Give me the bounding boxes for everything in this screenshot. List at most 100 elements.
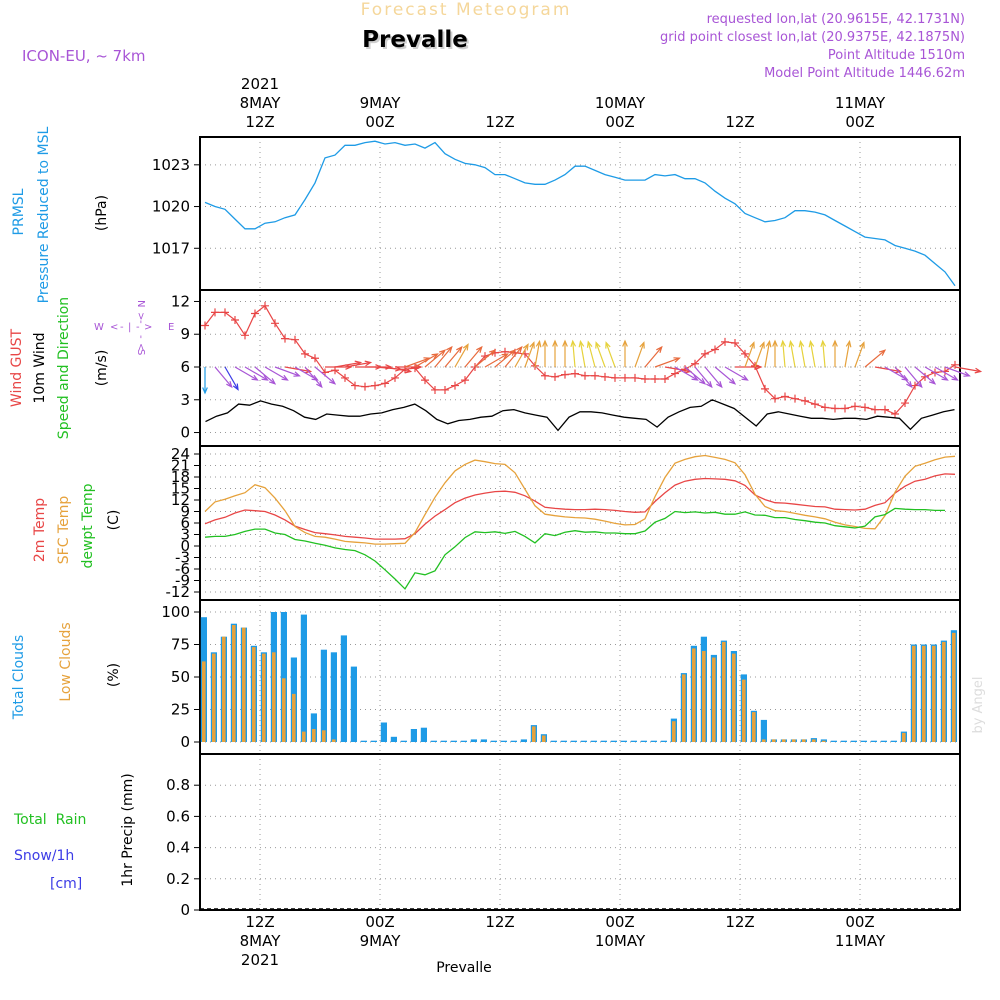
total-cloud-bar [610, 740, 617, 742]
gust-marker [221, 308, 229, 317]
wind-arrow-head [622, 339, 628, 347]
wind-arrow-head [586, 340, 593, 348]
wind-arrow-head [765, 339, 772, 348]
wind-arrow-head [542, 339, 548, 347]
gust-marker [261, 301, 269, 310]
wind-arrow-head [489, 349, 497, 356]
sfc-temp-label: SFC Temp [56, 496, 72, 565]
y-tick-label: 6 [180, 358, 190, 376]
gust-marker [811, 400, 819, 409]
station-title: Prevalle [364, 29, 470, 55]
low-cloud-bar [812, 739, 816, 742]
total-cloud-bar [500, 740, 507, 742]
gust-marker [291, 335, 299, 344]
wind-arrow [214, 366, 233, 388]
total-clouds-label: Total Clouds [11, 635, 27, 720]
gust-marker [781, 392, 789, 401]
wind-arrow [579, 341, 586, 368]
low-cloud-bar [282, 678, 286, 742]
gust-marker [361, 382, 369, 391]
total-cloud-bar [590, 740, 597, 742]
total-cloud-bar [850, 740, 857, 742]
gust-marker [911, 381, 919, 390]
wind-arrow [587, 341, 596, 368]
svg-text:<: < [135, 343, 146, 351]
low-cloud-bar [762, 739, 766, 742]
gust-marker [301, 349, 309, 358]
gust-marker [831, 404, 839, 413]
gust-marker [271, 319, 279, 328]
y-tick-label: 0.2 [166, 870, 190, 888]
y-tick-label: 6 [180, 514, 190, 532]
wind-arrow [572, 341, 576, 368]
low-cloud-bar [752, 712, 756, 742]
wind-arrow-head [462, 343, 469, 351]
wind-arrow-head [578, 339, 585, 348]
top-tick-label: 8MAY [240, 94, 282, 112]
top-tick-label: 12Z [485, 113, 514, 131]
wind-arrow [384, 366, 411, 373]
station-title-front: Prevalle [362, 27, 468, 53]
low-cloud-bar [822, 740, 826, 742]
gust-marker [441, 385, 449, 394]
bottom-tick-label: 12Z [485, 913, 514, 931]
top-tick-label: 2021 [241, 75, 279, 93]
wind-arrow [424, 349, 446, 368]
total-cloud-bar [880, 740, 887, 742]
top-tick-label: 10MAY [595, 94, 646, 112]
top-tick-label: 12Z [725, 113, 754, 131]
svg-text:>: > [135, 312, 146, 320]
wind-arrow [304, 366, 323, 388]
total-cloud-bar [830, 740, 837, 742]
gust-marker [281, 334, 289, 343]
wind-arrow [904, 366, 923, 388]
hpa-unit: (hPa) [94, 195, 110, 231]
dewpt-line [204, 507, 945, 590]
low-cloud-bar [272, 652, 276, 742]
total-cloud-bar [330, 652, 337, 742]
total-cloud-bar [390, 736, 397, 742]
low-cloud-bar [732, 653, 736, 742]
clouds-panel: 0 25 50 75 100 [161, 599, 961, 755]
low-cloud-bar [302, 731, 306, 742]
panels: 101710201023036912-12-9-6-30369121518212… [152, 136, 983, 919]
wind-arrow [744, 342, 755, 368]
wind-arrow-head [535, 339, 542, 348]
wind-arrow-head [798, 339, 805, 348]
gust-marker [601, 372, 609, 381]
wind-arrow [605, 342, 616, 368]
wind-arrow-head [281, 374, 289, 381]
low-cloud-bar [912, 645, 916, 742]
gust-marker [371, 381, 379, 390]
overtitle: Forecast Meteogram [361, 0, 572, 20]
gust-marker [901, 399, 909, 408]
gust-marker [851, 402, 859, 411]
wind-arrow [809, 341, 816, 368]
gust-marker [721, 337, 729, 346]
gust-marker [651, 375, 659, 384]
wind-arrow-head [329, 378, 337, 385]
wind-arrow-head [974, 367, 983, 374]
wind-arrow [534, 341, 541, 368]
svg-text:-: - [136, 322, 140, 333]
wind10m-line [205, 399, 955, 432]
compass-e: E [168, 322, 174, 333]
top-tick-label: 00Z [845, 113, 874, 131]
wind-arrow-head [780, 339, 787, 347]
wind-arrow-head [879, 349, 887, 356]
wind-arrow-head [226, 381, 233, 389]
y-tick-label: 0.8 [166, 776, 190, 794]
wind-arrow-head [699, 378, 707, 385]
bottom-tick-label: 11MAY [835, 932, 886, 950]
y-tick-label: 0 [180, 901, 190, 919]
snow-label: Snow/1h [14, 848, 74, 864]
y-tick-label: 24 [171, 445, 190, 463]
temp2m-line [204, 473, 956, 540]
total-cloud-bar [630, 740, 637, 742]
y-tick-label: -6 [175, 560, 190, 578]
y-tick-label: -3 [175, 549, 190, 567]
low-cloud-bar [692, 648, 696, 742]
